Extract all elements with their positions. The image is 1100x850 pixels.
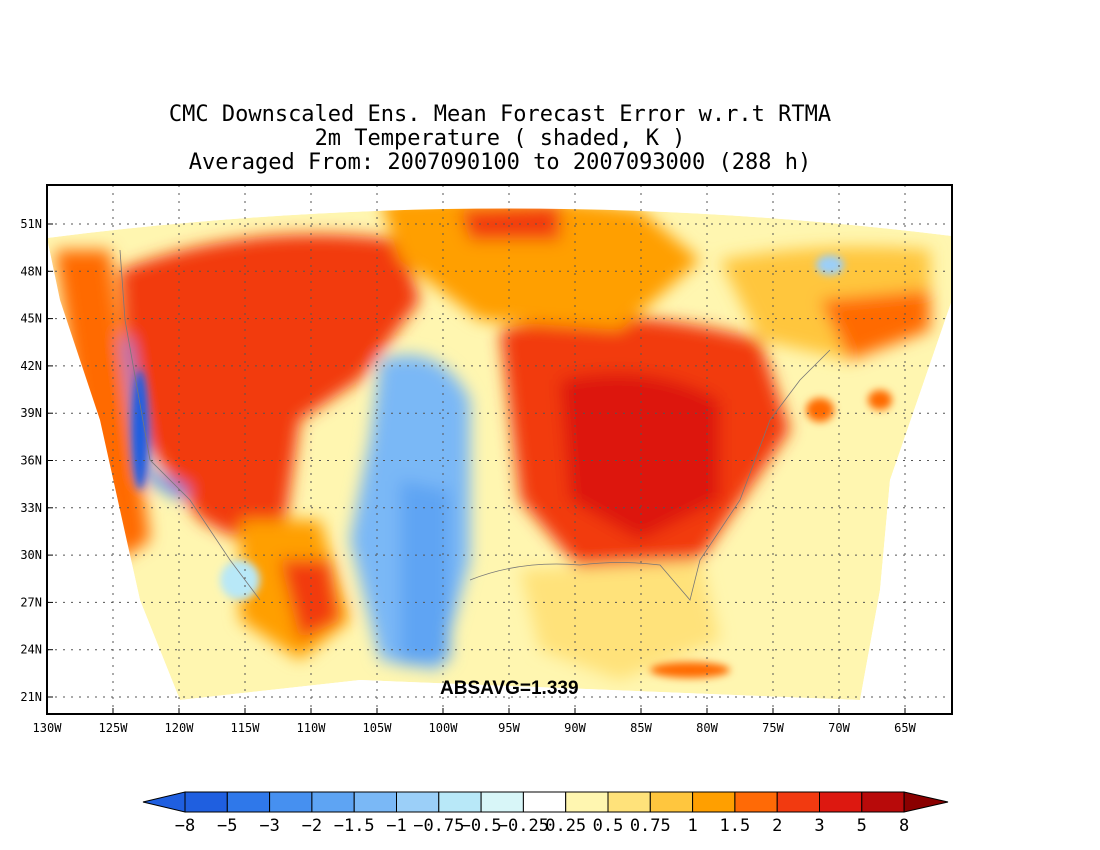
lat-label: 21N [20,690,42,704]
lon-label: 130W [33,721,63,735]
colorbar-label: 3 [814,816,824,836]
lon-label: 75W [762,721,784,735]
lat-label: 42N [20,359,42,373]
colorbar-swatch [734,791,778,813]
lon-label: 95W [498,721,520,735]
colorbar-swatch [776,791,821,813]
lon-label: 100W [429,721,459,735]
colorbar-label: −1.5 [334,816,375,836]
longitude-labels: 130W 125W 120W 115W 110W 105W 100W 95W 90W 85W 80W… [33,708,917,735]
colorbar-label: −0.25 [498,816,549,836]
temperature-error-field [47,185,952,714]
colorbar-label: −8 [175,816,195,836]
lon-label: 110W [297,721,327,735]
colorbar-label: 5 [857,816,867,836]
absavg-annotation: ABSAVG=1.339 [440,678,579,699]
lat-label: 33N [20,501,42,515]
colorbar-swatch [226,791,271,813]
lon-label: 115W [231,721,261,735]
chart-title-line-1: CMC Downscaled Ens. Mean Forecast Error … [168,102,832,127]
chart-title-line-2: 2m Temperature ( shaded, K ) [314,126,686,151]
outside-domain [47,185,952,238]
lon-label: 85W [630,721,652,735]
colorbar-swatch [819,791,863,813]
colorbar-swatch [522,791,567,813]
colorbar: −8 −5 −3 −2 −1.5 −1 −0.75−0.5−0.250.25 0.5 0.75 1… [142,791,949,836]
lon-label: 105W [363,721,393,735]
colorbar-label: −5 [217,816,237,836]
colorbar-label: 2 [772,816,782,836]
colorbar-label: −2 [302,816,322,836]
colorbar-swatch [607,791,651,813]
lat-label: 48N [20,264,42,278]
colorbar-label: −0.5 [461,816,502,836]
colorbar-swatch [353,791,398,813]
lat-label: 51N [20,217,42,231]
map-frame [46,184,953,715]
latitude-labels: 51N 48N 45N 42N 39N 36N 33N 30N 27N 24N 21N [20,217,53,704]
lat-label: 27N [20,595,42,609]
colorbar-swatch [565,791,609,813]
colorbar-swatch [269,791,313,813]
lon-label: 65W [894,721,916,735]
lon-label: 80W [696,721,718,735]
colorbar-swatch [396,791,440,813]
lat-label: 45N [20,312,42,326]
colorbar-swatch [438,791,482,813]
chart-title-line-3: Averaged From: 2007090100 to 2007093000 … [188,150,812,175]
colorbar-arrow-high [903,791,949,813]
coastline [119,249,831,601]
lat-label: 30N [20,548,42,562]
lon-label: 70W [828,721,850,735]
colorbar-label: 1 [687,816,697,836]
lat-label: 36N [20,454,42,468]
colorbar-label: −3 [259,816,279,836]
colorbar-label: −1 [386,816,406,836]
colorbar-label: 0.75 [630,816,671,836]
colorbar-label: 1.5 [720,816,751,836]
colorbar-label: −0.75 [413,816,464,836]
colorbar-swatch [184,791,228,813]
colorbar-label: 0.5 [593,816,624,836]
colorbar-label: 8 [899,816,909,836]
colorbar-swatch [480,791,524,813]
colorbar-swatch [861,791,905,813]
lon-label: 125W [99,721,129,735]
lat-label: 39N [20,406,42,420]
lat-label: 24N [20,643,42,657]
colorbar-label: 0.25 [545,816,586,836]
colorbar-swatch [649,791,694,813]
colorbar-swatch [692,791,736,813]
colorbar-swatch [311,791,355,813]
lat-lon-grid [47,185,952,714]
colorbar-arrow-low [142,791,186,813]
lon-label: 90W [564,721,586,735]
lon-label: 120W [165,721,195,735]
